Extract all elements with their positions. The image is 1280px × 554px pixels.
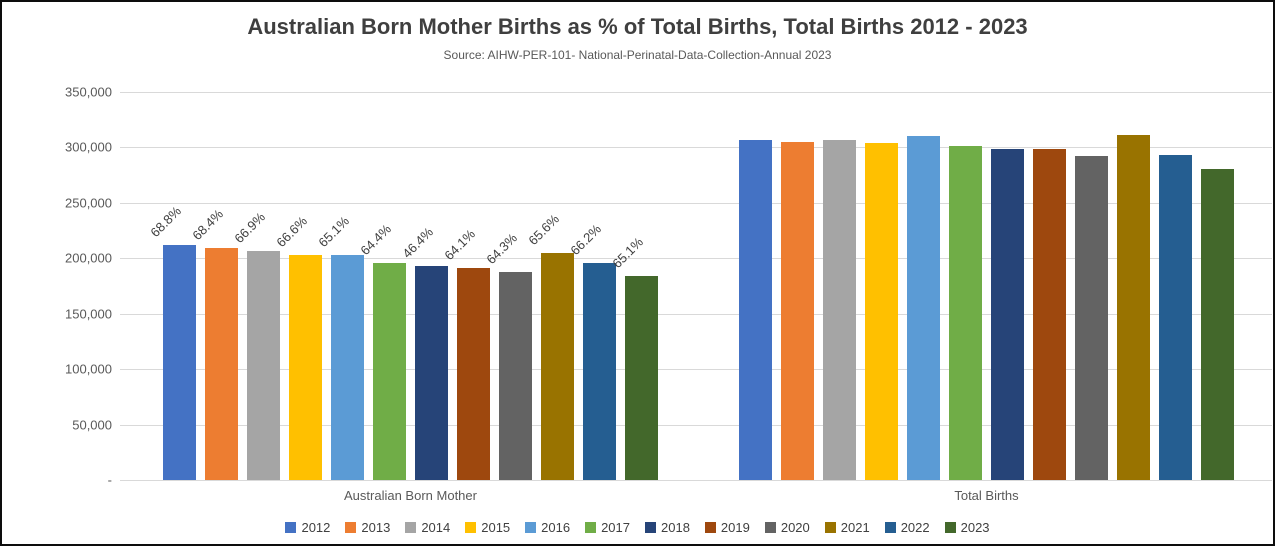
legend-label-2012: 2012 [301,520,331,535]
legend-label-2022: 2022 [900,520,930,535]
gridline [120,313,1272,315]
legend-item-2021: 2021 [824,520,870,535]
pct-label-2015: 66.6% [273,213,311,250]
gridline [120,369,1272,371]
bar-2022-total-births [1159,154,1192,480]
pct-label-2019: 64.1% [441,226,479,263]
bar-2013-australian-born-mother [205,247,238,480]
legend-swatch-2016 [525,522,537,533]
y-tick-label: 350,000 [65,84,112,100]
legend-swatch-2012 [285,522,297,533]
legend-item-2022: 2022 [884,520,930,535]
legend-label-2017: 2017 [601,520,630,535]
y-tick-label: - [107,472,112,488]
legend-label-2016: 2016 [541,520,571,535]
legend-swatch-2014 [405,522,417,533]
legend-swatch-2021 [824,522,836,533]
category-label-australian-born-mother: Australian Born Mother [344,488,477,503]
legend-label-2014: 2014 [421,520,451,535]
pct-label-2020: 64.3% [483,229,521,267]
bar-2019-total-births [1033,149,1066,480]
bar-2012-australian-born-mother [163,244,196,480]
gridline [120,92,1272,93]
legend-item-2014: 2014 [405,520,450,535]
legend-item-2020: 2020 [764,520,810,535]
bar-2017-australian-born-mother [373,263,406,480]
pct-label-2021: 65.6% [525,211,563,248]
bar-2021-total-births [1117,135,1150,480]
pct-label-2018: 46.4% [399,224,437,262]
category-label-total-births: Total Births [954,488,1019,503]
legend-item-2015: 2015 [465,520,510,535]
y-tick-label: 250,000 [65,195,112,211]
bar-2019-australian-born-mother [457,267,490,480]
legend-swatch-2022 [884,522,896,533]
legend-item-2018: 2018 [645,520,690,535]
bar-2018-australian-born-mother [415,266,448,480]
y-tick-label: 300,000 [65,139,112,155]
bar-2020-total-births [1075,156,1108,480]
gridline [120,480,1272,481]
legend: 2012 2013 2014 2015 2016 2017 2018 2019 2020 2021… [2,520,1273,535]
legend-item-2016: 2016 [525,520,570,535]
legend-label-2015: 2015 [481,520,511,535]
pct-label-2023: 65.1% [609,234,647,272]
plot-area: 68.8% 68.4% 66.9% 66.6% 65.1% 64.4% 46.4% 64.1%… [120,92,1272,481]
legend-swatch-2013 [345,522,357,533]
bar-2015-australian-born-mother [289,254,322,480]
pct-label-2016: 65.1% [315,213,353,250]
bar-2017-total-births [949,145,982,480]
legend-item-2013: 2013 [345,520,390,535]
bar-2023-total-births [1201,168,1234,480]
legend-item-2023: 2023 [944,520,990,535]
pct-label-2012: 68.8% [147,203,185,240]
pct-label-2017: 64.4% [357,221,395,259]
y-tick-label: 200,000 [65,250,112,266]
legend-label-2018: 2018 [661,520,690,535]
legend-label-2021: 2021 [840,520,870,535]
y-axis: 350,000 300,000 250,000 200,000 150,000 100,0… [2,85,112,488]
legend-swatch-2019 [704,522,716,533]
pct-label-2013: 68.4% [189,206,227,243]
bar-2016-australian-born-mother [331,254,364,480]
legend-label-2013: 2013 [361,520,391,535]
bar-2013-total-births [781,141,814,480]
bar-2022-australian-born-mother [583,263,616,480]
bar-2014-total-births [823,139,856,480]
legend-label-2020: 2020 [780,520,810,535]
bar-2021-australian-born-mother [541,252,574,480]
bar-2012-total-births [739,139,772,480]
legend-swatch-2023 [944,522,956,533]
legend-swatch-2018 [645,522,656,533]
legend-item-2019: 2019 [704,520,750,535]
legend-item-2012: 2012 [285,520,330,535]
legend-swatch-2017 [585,522,597,533]
pct-label-2022: 66.2% [567,221,605,259]
bar-2015-total-births [865,143,898,480]
bar-2018-total-births [991,149,1024,480]
y-tick-label: 100,000 [65,361,112,377]
y-tick-label: 150,000 [65,306,112,322]
legend-label-2019: 2019 [720,520,750,535]
bar-2020-australian-born-mother [499,271,532,480]
y-tick-label: 50,000 [72,417,112,433]
gridline [120,424,1272,426]
legend-swatch-2020 [764,522,776,533]
bar-2016-total-births [907,135,940,480]
legend-item-2017: 2017 [585,520,630,535]
bar-2014-australian-born-mother [247,251,280,480]
legend-swatch-2015 [465,522,477,533]
chart-subtitle: Source: AIHW-PER-101- National-Perinatal… [443,48,832,62]
chart-title: Australian Born Mother Births as % of To… [247,14,1028,39]
gridline [120,258,1272,260]
gridline [120,202,1272,204]
pct-label-2014: 66.9% [231,209,269,247]
legend-label-2023: 2023 [960,520,990,535]
bar-2023-australian-born-mother [625,276,658,480]
gridline [120,147,1272,149]
